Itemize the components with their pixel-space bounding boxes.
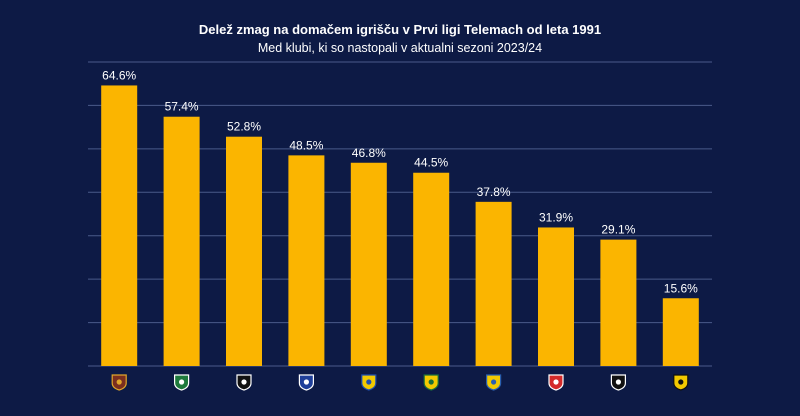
bar <box>163 116 200 366</box>
club-crest-rogaska-icon <box>673 374 689 391</box>
bar-value-label: 31.9% <box>539 210 573 224</box>
club-crest-radomlje-icon <box>610 374 627 391</box>
chart-title: Delež zmag na domačem igrišču v Prvi lig… <box>198 22 602 37</box>
club-crest-domzale-icon <box>361 374 377 391</box>
bar-value-label: 29.1% <box>601 223 635 237</box>
bar-value-label: 44.5% <box>414 156 448 170</box>
club-crest-olimpija-icon <box>174 374 190 391</box>
bar <box>538 227 574 366</box>
bar <box>662 298 699 366</box>
club-crest-celje-icon <box>298 374 314 391</box>
club-crest-gorica-icon <box>486 374 502 391</box>
bar-value-label: 57.4% <box>165 100 199 114</box>
club-crest-mura-icon <box>236 374 252 391</box>
bar-value-label: 46.8% <box>352 146 386 160</box>
club-crest-koper-icon <box>423 374 439 391</box>
bar <box>600 239 637 366</box>
bar <box>101 85 138 367</box>
club-crest-maribor-icon <box>111 374 127 391</box>
bar-value-label: 37.8% <box>477 185 511 199</box>
club-crest-aluminij-icon <box>548 374 564 391</box>
bar <box>350 162 387 366</box>
chart-subtitle: Med klubi, ki so nastopali v aktualni se… <box>257 41 543 55</box>
bar <box>413 172 450 366</box>
bar-value-label: 15.6% <box>664 281 698 295</box>
bar-value-label: 64.6% <box>102 68 136 82</box>
bar <box>226 136 262 366</box>
bar-value-label: 52.8% <box>227 120 261 134</box>
bar <box>475 201 512 366</box>
bar <box>288 155 325 366</box>
bar-value-label: 48.5% <box>289 138 323 152</box>
